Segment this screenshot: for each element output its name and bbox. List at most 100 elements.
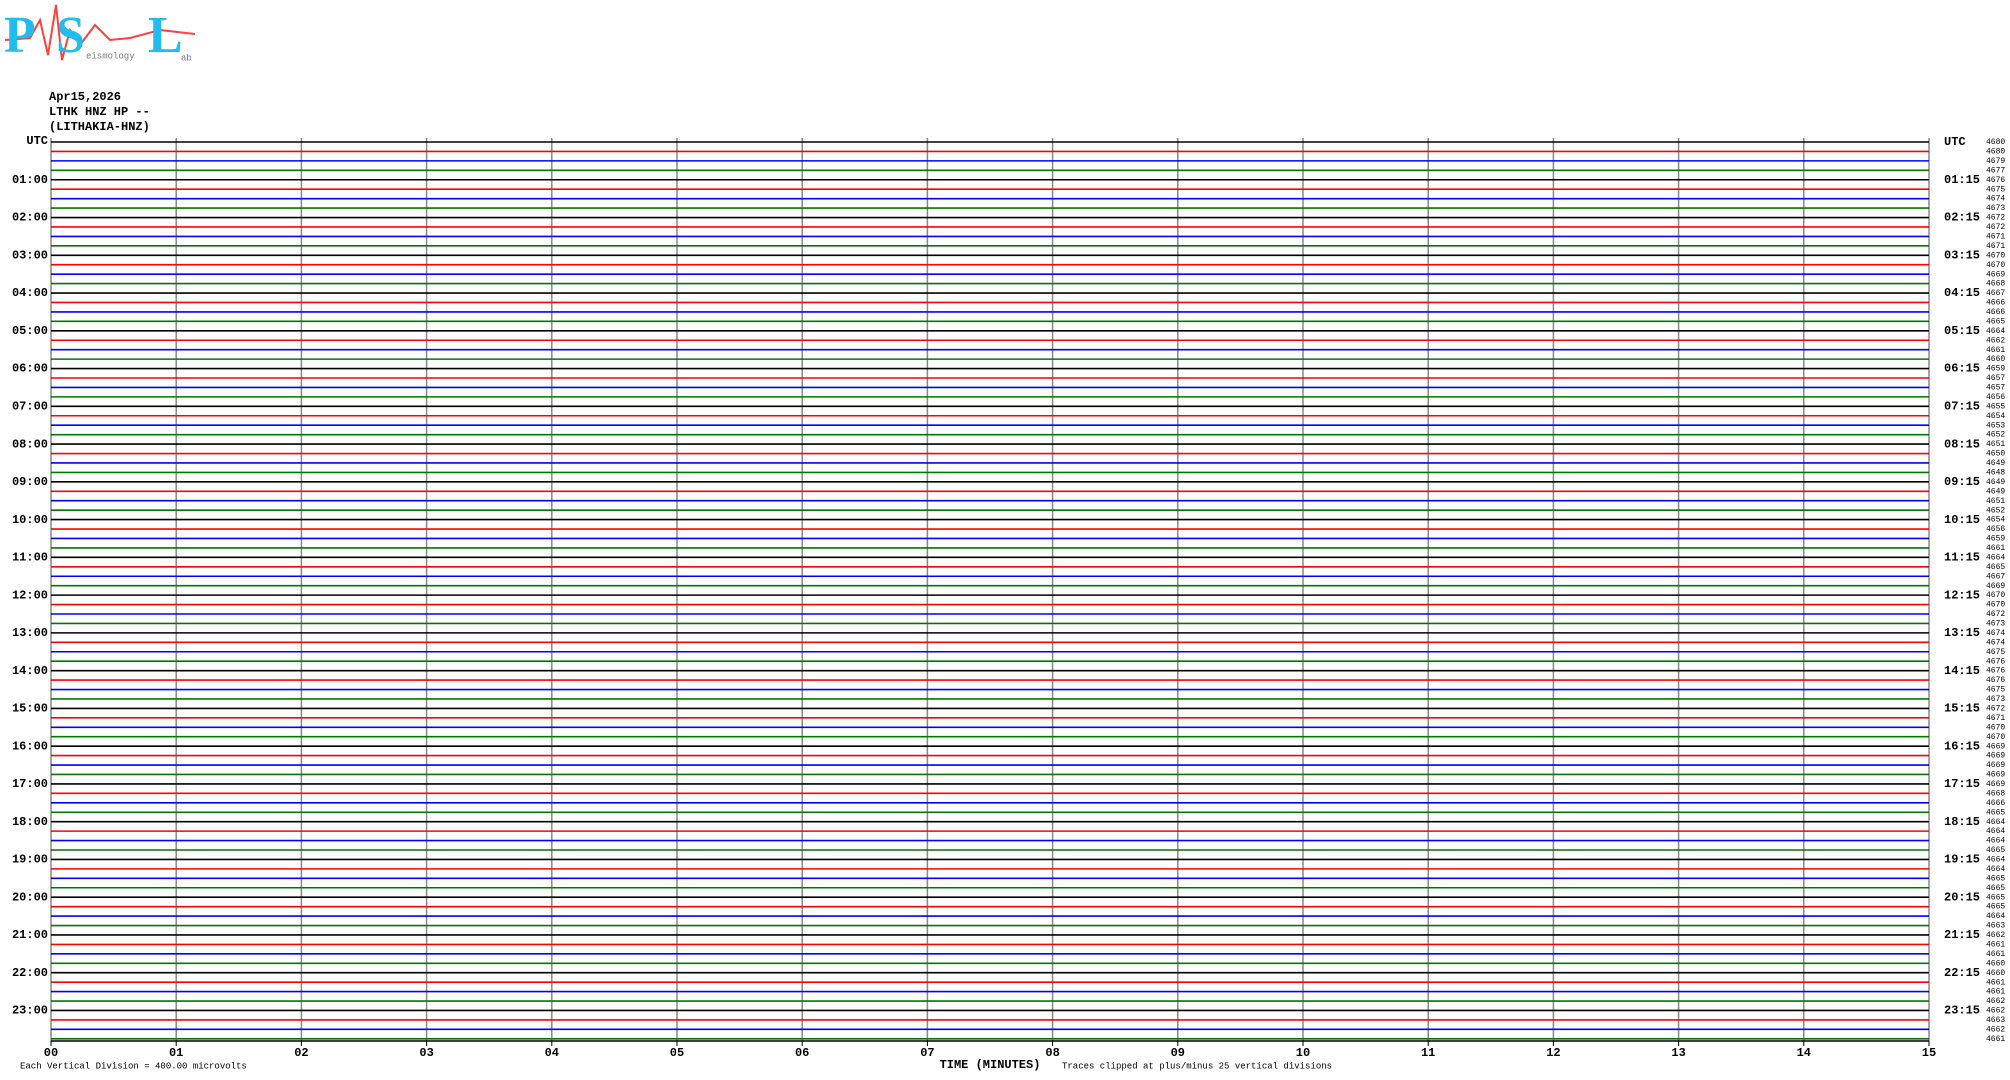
trace-value-label: 4673 — [1986, 695, 2005, 704]
x-axis-label: TIME (MINUTES) — [940, 1058, 1041, 1072]
date: Apr15,2026 — [49, 90, 121, 104]
trace-value-label: 4675 — [1986, 686, 2005, 695]
trace-value-label: 4659 — [1986, 365, 2005, 374]
trace-value-label: 4660 — [1986, 969, 2005, 978]
logo-letter: L — [148, 7, 183, 64]
left-time-label: 08:00 — [12, 437, 48, 451]
left-time-label: 21:00 — [12, 928, 48, 942]
left-time-label: 03:00 — [12, 248, 48, 262]
trace-value-label: 4671 — [1986, 714, 2005, 723]
trace-value-label: 4670 — [1986, 591, 2005, 600]
left-time-label: UTC — [26, 134, 48, 148]
trace-value-label: 4666 — [1986, 299, 2005, 308]
trace-value-label: 4666 — [1986, 799, 2005, 808]
trace-value-label: 4651 — [1986, 440, 2005, 449]
x-tick-label: 09 — [1171, 1046, 1185, 1060]
trace-value-label: 4665 — [1986, 884, 2005, 893]
left-time-label: 18:00 — [12, 815, 48, 829]
right-time-label: 18:15 — [1944, 815, 1980, 829]
trace-value-label: 4673 — [1986, 204, 2005, 213]
right-time-label: 20:15 — [1944, 890, 1980, 904]
trace-value-label: 4651 — [1986, 497, 2005, 506]
right-time-label: 06:15 — [1944, 362, 1980, 376]
trace-value-label: 4665 — [1986, 893, 2005, 902]
right-time-label: UTC — [1944, 135, 1966, 149]
right-time-label: 08:15 — [1944, 437, 1980, 451]
x-tick-label: 01 — [169, 1046, 183, 1060]
station: LTHK HNZ HP -- — [49, 105, 150, 119]
trace-value-label: 4662 — [1986, 1007, 2005, 1016]
x-tick-label: 08 — [1045, 1046, 1059, 1060]
trace-value-label: 4653 — [1986, 421, 2005, 430]
logo-letter: P — [4, 7, 36, 64]
x-tick-label: 05 — [670, 1046, 684, 1060]
left-time-label: 09:00 — [12, 475, 48, 489]
trace-value-label: 4662 — [1986, 1025, 2005, 1034]
trace-value-label: 4666 — [1986, 308, 2005, 317]
trace-value-label: 4672 — [1986, 610, 2005, 619]
trace-value-label: 4665 — [1986, 846, 2005, 855]
trace-value-label: 4664 — [1986, 818, 2005, 827]
trace-value-label: 4672 — [1986, 214, 2005, 223]
trace-value-label: 4667 — [1986, 289, 2005, 298]
right-time-label: 22:15 — [1944, 966, 1980, 980]
trace-value-label: 4670 — [1986, 601, 2005, 610]
trace-value-label: 4649 — [1986, 459, 2005, 468]
trace-value-label: 4661 — [1986, 1035, 2005, 1044]
clip-note: Traces clipped at plus/minus 25 vertical… — [1062, 1061, 1332, 1071]
station-name: (LITHAKIA-HNZ) — [49, 120, 150, 134]
x-tick-label: 10 — [1296, 1046, 1310, 1060]
left-time-label: 05:00 — [12, 324, 48, 338]
logo-word: ab — [181, 53, 192, 63]
trace-value-label: 4669 — [1986, 582, 2005, 591]
trace-value-label: 4677 — [1986, 166, 2005, 175]
x-tick-label: 02 — [294, 1046, 308, 1060]
trace-value-label: 4675 — [1986, 185, 2005, 194]
left-time-label: 02:00 — [12, 211, 48, 225]
left-time-label: 14:00 — [12, 664, 48, 678]
trace-value-label: 4652 — [1986, 431, 2005, 440]
left-time-label: 20:00 — [12, 890, 48, 904]
trace-value-label: 4672 — [1986, 705, 2005, 714]
trace-value-label: 4672 — [1986, 223, 2005, 232]
trace-value-label: 4665 — [1986, 903, 2005, 912]
left-time-label: 10:00 — [12, 513, 48, 527]
right-time-label: 12:15 — [1944, 588, 1980, 602]
right-time-label: 17:15 — [1944, 777, 1980, 791]
trace-value-label: 4664 — [1986, 865, 2005, 874]
trace-value-label: 4676 — [1986, 657, 2005, 666]
left-time-label: 19:00 — [12, 853, 48, 867]
x-tick-label: 14 — [1797, 1046, 1811, 1060]
left-time-label: 15:00 — [12, 702, 48, 716]
trace-value-label: 4662 — [1986, 336, 2005, 345]
x-tick-label: 00 — [44, 1046, 58, 1060]
x-tick-label: 07 — [920, 1046, 934, 1060]
trace-value-label: 4657 — [1986, 374, 2005, 383]
trace-value-label: 4667 — [1986, 572, 2005, 581]
right-time-label: 15:15 — [1944, 702, 1980, 716]
right-time-label: 01:15 — [1944, 173, 1980, 187]
trace-value-label: 4661 — [1986, 988, 2005, 997]
left-time-label: 17:00 — [12, 777, 48, 791]
trace-value-label: 4669 — [1986, 752, 2005, 761]
trace-value-label: 4676 — [1986, 676, 2005, 685]
logo-letter: S — [56, 7, 85, 64]
right-time-label: 21:15 — [1944, 928, 1980, 942]
left-time-label: 04:00 — [12, 286, 48, 300]
trace-value-label: 4664 — [1986, 553, 2005, 562]
trace-value-label: 4669 — [1986, 742, 2005, 751]
trace-value-label: 4670 — [1986, 733, 2005, 742]
trace-value-label: 4671 — [1986, 242, 2005, 251]
trace-value-label: 4668 — [1986, 280, 2005, 289]
trace-value-label: 4654 — [1986, 516, 2005, 525]
left-time-label: 16:00 — [12, 739, 48, 753]
trace-value-label: 4649 — [1986, 487, 2005, 496]
right-time-label: 07:15 — [1944, 399, 1980, 413]
left-time-label: 12:00 — [12, 588, 48, 602]
trace-value-label: 4675 — [1986, 648, 2005, 657]
trace-value-label: 4669 — [1986, 771, 2005, 780]
trace-value-label: 4664 — [1986, 837, 2005, 846]
trace-value-label: 4661 — [1986, 346, 2005, 355]
trace-value-label: 4663 — [1986, 922, 2005, 931]
